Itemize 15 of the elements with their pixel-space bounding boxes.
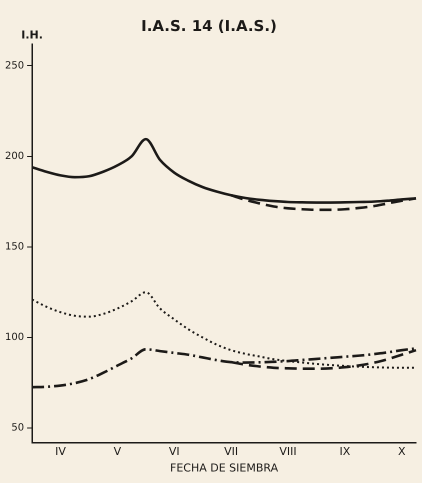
x-tick-label: X — [398, 445, 406, 458]
y-tick-label: 250 — [4, 60, 24, 72]
y-tick-label: 50 — [11, 422, 24, 434]
x-tick-label: V — [114, 445, 122, 458]
chart-title: I.A.S. 14 (I.A.S.) — [141, 16, 277, 35]
y-axis-title: I.H. — [21, 28, 43, 42]
x-tick-label: IX — [340, 445, 351, 458]
y-tick-label: 200 — [4, 150, 24, 162]
x-axis-title: FECHA DE SIEMBRA — [170, 461, 279, 474]
y-tick-label: 100 — [4, 332, 24, 344]
y-tick-label: 150 — [4, 242, 24, 253]
x-tick-label: VII — [224, 445, 238, 458]
x-tick-label: VIII — [279, 445, 297, 458]
x-tick-label: VI — [168, 445, 180, 458]
x-tick-label: IV — [55, 445, 66, 458]
